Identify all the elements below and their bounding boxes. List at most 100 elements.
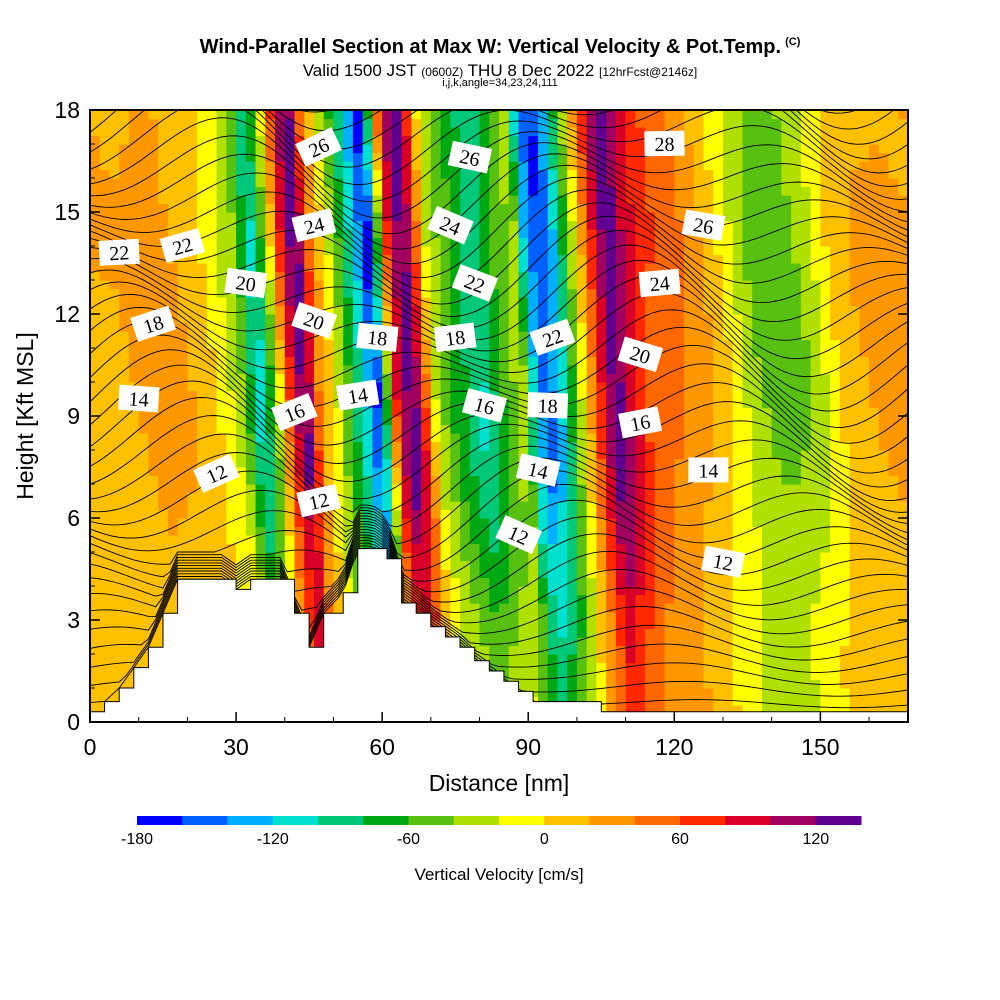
field-cell (537, 441, 549, 451)
field-cell (187, 365, 198, 375)
field-cell (508, 611, 520, 621)
field-cell (654, 322, 666, 332)
field-cell (869, 433, 880, 443)
field-cell (440, 348, 451, 358)
field-cell (508, 475, 520, 485)
field-cell (567, 399, 578, 409)
field-cell (684, 509, 695, 519)
field-cell (177, 288, 188, 298)
field-cell (460, 611, 471, 621)
field-cell (781, 594, 792, 604)
field-cell (869, 637, 880, 647)
field-cell (791, 679, 802, 689)
field-cell (255, 220, 266, 230)
field-cell (615, 637, 627, 647)
field-cell (401, 441, 412, 451)
field-cell (596, 356, 607, 366)
field-cell (771, 696, 783, 706)
field-cell (859, 577, 870, 587)
field-cell (839, 696, 851, 706)
field-cell (518, 263, 529, 273)
field-cell (460, 586, 471, 596)
field-cell (167, 339, 179, 349)
field-cell (528, 552, 539, 562)
field-cell (713, 637, 724, 647)
field-cell (576, 603, 588, 613)
field-cell (781, 552, 792, 562)
field-cell (128, 637, 140, 647)
field-cell (830, 450, 841, 460)
field-cell (645, 679, 656, 689)
field-cell (596, 441, 607, 451)
field-cell (547, 492, 559, 502)
field-cell (625, 509, 636, 519)
field-cell (343, 577, 354, 587)
field-cell (187, 348, 198, 358)
field-cell (820, 356, 831, 366)
field-cell (635, 696, 646, 706)
field-cell (859, 288, 870, 298)
field-cell (557, 220, 568, 230)
field-cell (265, 441, 276, 451)
field-cell (460, 297, 471, 307)
field-cell (128, 509, 140, 519)
field-cell (216, 518, 227, 528)
field-cell (294, 552, 305, 562)
field-cell (489, 450, 500, 460)
field-cell (674, 271, 685, 281)
field-cell (138, 263, 150, 273)
field-cell (888, 569, 899, 579)
field-cell (109, 569, 120, 579)
field-cell (635, 492, 646, 502)
field-cell (284, 518, 296, 528)
field-cell (596, 671, 607, 681)
field-cell (859, 399, 870, 409)
field-cell (138, 356, 150, 366)
field-cell (586, 314, 597, 324)
field-cell (615, 586, 627, 596)
field-cell (99, 458, 111, 468)
field-cell (645, 577, 656, 587)
field-cell (654, 705, 666, 715)
field-cell (158, 220, 169, 230)
field-cell (732, 586, 744, 596)
field-cell (421, 246, 432, 256)
field-cell (197, 331, 208, 341)
field-cell (499, 237, 510, 247)
field-cell (440, 552, 451, 562)
field-cell (382, 254, 393, 264)
field-cell (888, 662, 899, 672)
field-cell (411, 475, 422, 485)
field-cell (557, 365, 568, 375)
field-cell (148, 280, 159, 290)
field-cell (771, 637, 783, 647)
field-cell (421, 492, 432, 502)
field-cell (859, 594, 870, 604)
field-cell (333, 603, 344, 613)
field-cell (684, 577, 695, 587)
field-cell (664, 586, 675, 596)
field-cell (333, 399, 344, 409)
field-cell (489, 348, 500, 358)
field-cell (752, 645, 763, 655)
field-cell (576, 416, 588, 426)
field-cell (635, 399, 646, 409)
field-cell (489, 637, 500, 647)
field-cell (197, 297, 208, 307)
field-cell (479, 339, 490, 349)
field-cell (781, 382, 792, 392)
field-cell (508, 373, 520, 383)
field-cell (109, 407, 120, 417)
field-cell (148, 356, 159, 366)
field-cell (742, 263, 753, 273)
field-cell (430, 424, 442, 434)
field-cell (586, 603, 597, 613)
field-cell (158, 492, 169, 502)
field-cell (401, 339, 412, 349)
field-cell (761, 671, 773, 681)
field-cell (489, 263, 500, 273)
field-cell (372, 297, 383, 307)
field-cell (284, 314, 296, 324)
field-cell (352, 501, 364, 511)
field-cell (99, 263, 111, 273)
